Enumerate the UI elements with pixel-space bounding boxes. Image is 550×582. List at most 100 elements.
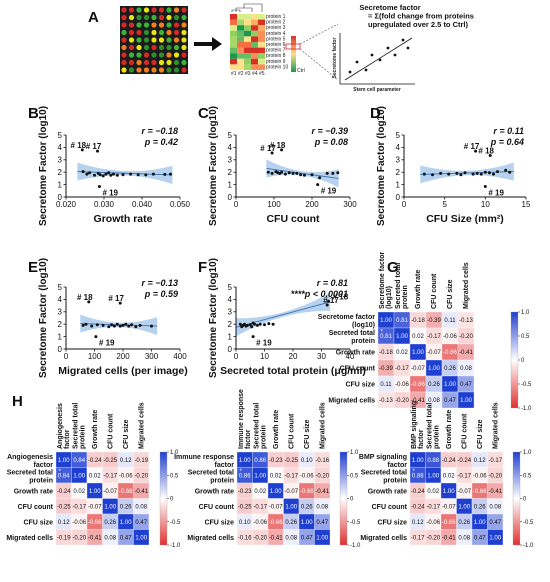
correlation-heatmap-h1: 1.00 0.84 -0.24 -0.25 0.12 -0.190.84 1.00 0.02-… — [6, 402, 181, 549]
data-point — [295, 171, 299, 175]
array-spot — [136, 59, 142, 66]
regression-line — [266, 168, 339, 179]
data-point — [316, 183, 320, 187]
data-point — [118, 324, 122, 328]
array-spot — [128, 67, 135, 73]
data-point — [291, 171, 295, 175]
data-point — [80, 148, 84, 152]
point-label: # 18 — [333, 292, 349, 301]
data-point — [280, 148, 284, 152]
heatmap-value: 1.00 — [443, 489, 455, 495]
heatmap-value: -0.20 — [459, 334, 473, 340]
heatmap-row-label: Secreted total — [361, 469, 407, 476]
heatmap-value: -0.20 — [315, 473, 329, 479]
protein-heatmap-cell — [251, 36, 258, 42]
protein-heatmap-cell — [244, 25, 251, 31]
heatmap-value: 1.00 — [120, 520, 132, 526]
protein-heatmap-cell — [237, 19, 244, 26]
array-spot — [181, 7, 187, 13]
heatmap-value: -0.17 — [395, 366, 409, 372]
heatmap-value: -0.18 — [411, 318, 425, 324]
array-spot — [181, 52, 187, 58]
heatmap-col-label: factor — [418, 429, 425, 449]
data-point — [475, 171, 479, 175]
color-bar-label: 1.0 — [521, 310, 530, 316]
array-spot — [158, 14, 165, 21]
color-bar-label: -0.5 — [523, 520, 534, 526]
data-point — [327, 299, 331, 303]
data-point — [479, 172, 483, 176]
panel-label-c: C — [198, 105, 209, 122]
x-tick-label: 0 — [64, 352, 69, 361]
heatmap-value: 1.00 — [428, 366, 440, 372]
heatmap-value: 0.84 — [73, 458, 85, 464]
heatmap-col-label: CFU size — [447, 279, 454, 309]
color-bar-label: 1.0 — [350, 450, 359, 456]
color-bar-label: -0.5 — [521, 382, 532, 388]
array-spot — [166, 7, 172, 13]
color-bar-label: -1.0 — [170, 543, 181, 549]
color-bar-label: 1.0 — [170, 450, 179, 456]
heatmap-row-label: Secreted total — [7, 469, 53, 476]
heatmap-value: 1.00 — [73, 473, 85, 479]
heatmap-value: -0.06 — [72, 520, 86, 526]
array-spot — [151, 67, 157, 73]
protein-heatmap-cell — [230, 58, 237, 65]
mini-point — [386, 46, 390, 50]
color-bar — [339, 451, 348, 546]
x-tick-label: 0 — [234, 352, 239, 361]
array-spot — [158, 29, 165, 36]
protein-heatmap-cell — [244, 64, 251, 70]
heatmap-value: 1.00 — [89, 489, 101, 495]
heatmap-value: -0.41 — [88, 535, 102, 541]
heatmap-value: -0.17 — [426, 504, 440, 510]
protein-heatmap-cell — [251, 58, 258, 65]
protein-row-label: protein 3 — [266, 25, 286, 31]
heatmap-value: 1.00 — [489, 535, 501, 541]
heatmap-row-label: factor — [34, 462, 54, 469]
array-spot — [143, 59, 150, 66]
heatmap-value: -0.20 — [395, 398, 409, 404]
heatmap-col-label: BMP signaling — [411, 401, 418, 449]
y-tick-label: 5 — [58, 283, 63, 292]
formula-line: = Σ(fold change from proteins — [368, 12, 474, 21]
heatmap-value: 0.88 — [427, 458, 439, 464]
array-spot — [173, 67, 180, 73]
heatmap-value: -0.13 — [459, 318, 473, 324]
x-axis-label: CFU count — [266, 213, 320, 225]
data-point — [107, 171, 111, 175]
color-bar-label: 0 — [170, 497, 174, 503]
x-tick-label: 200 — [305, 200, 319, 209]
color-bar-label: 0.5 — [521, 334, 530, 340]
array-spot — [173, 14, 180, 21]
y-axis-label: Secretome Factor (log10) — [208, 258, 219, 378]
heatmap-col-label: CFU count — [288, 413, 295, 449]
heatmap-value: -0.20 — [134, 473, 148, 479]
heatmap-col-label: Secreted total — [426, 403, 433, 449]
legend-ctrl-label: Ctrl — [297, 68, 305, 74]
point-label: # 19 — [99, 339, 115, 348]
heatmap-cell — [457, 391, 475, 409]
color-bar — [512, 451, 521, 546]
r-value: r = 0.11 — [493, 126, 524, 136]
data-point — [136, 173, 140, 177]
heatmap-col-label: Growth rate — [415, 270, 422, 309]
heatmap-value: 1.00 — [239, 458, 251, 464]
array-spot — [181, 14, 187, 21]
x-tick-label: 400 — [173, 352, 187, 361]
mini-xlabel: Stem cell parameter — [353, 87, 401, 93]
connector-line — [299, 23, 339, 45]
mini-point — [406, 46, 410, 50]
heatmap-row-label: CFU count — [372, 504, 408, 511]
heatmap-value: 0.47 — [120, 535, 132, 541]
protein-heatmap-cell — [244, 58, 251, 65]
heatmap-row-label: CFU size — [345, 382, 375, 389]
protein-heatmap-cell — [251, 53, 258, 59]
x-axis-label: CFU Size (mm²) — [426, 213, 504, 225]
heatmap-value: -0.24 — [411, 489, 425, 495]
data-point — [492, 172, 495, 176]
heatmap-value: 0.02 — [412, 334, 424, 340]
y-tick-label: 4 — [58, 143, 63, 152]
protein-heatmap-cell — [258, 58, 265, 65]
heatmap-row-label: BMP signaling — [359, 454, 407, 461]
